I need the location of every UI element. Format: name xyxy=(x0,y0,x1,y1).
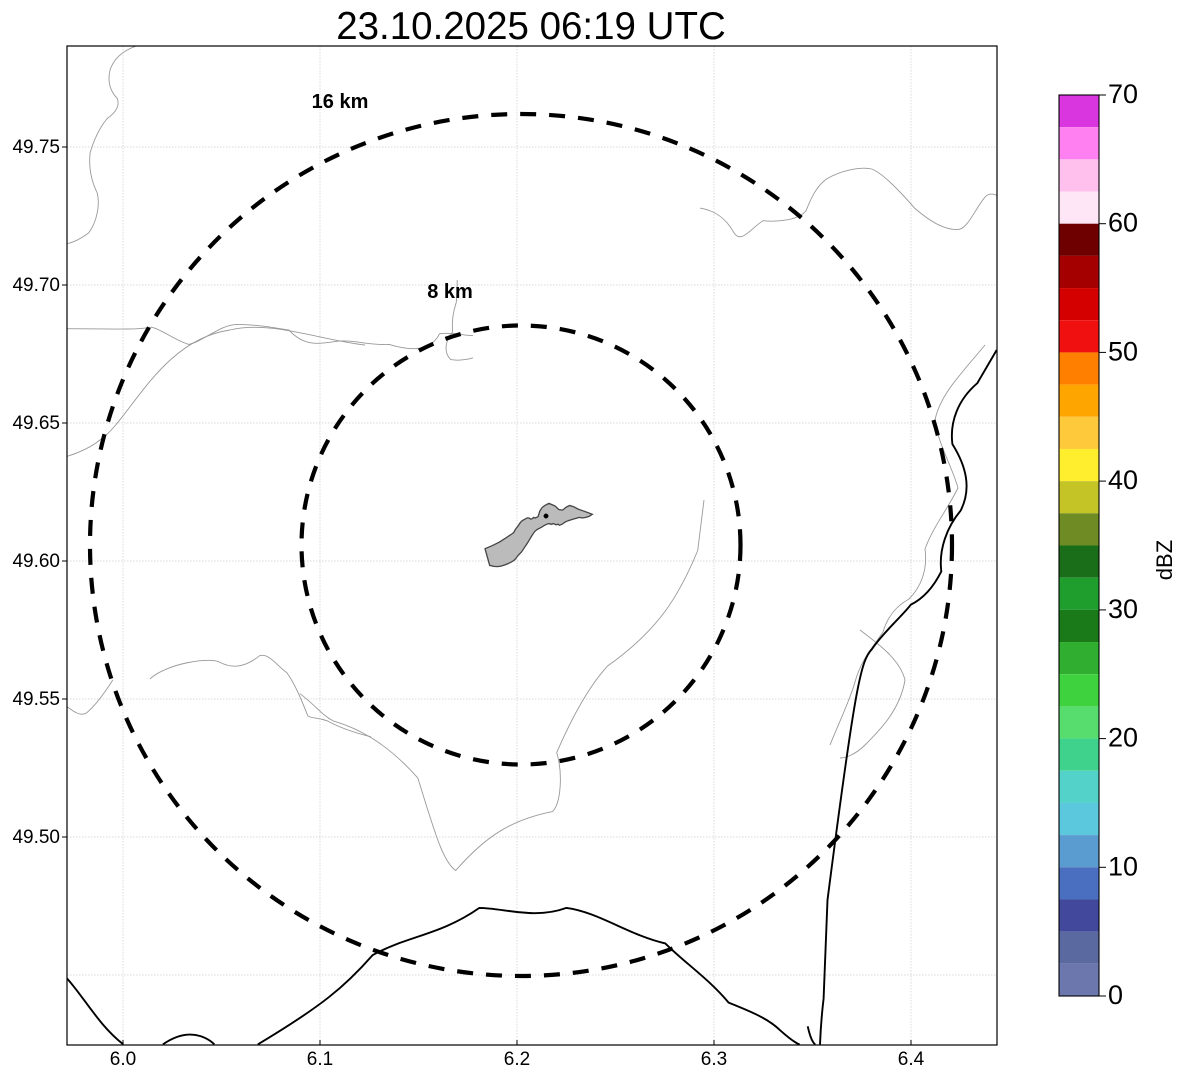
svg-text:40: 40 xyxy=(1108,465,1138,495)
svg-text:20: 20 xyxy=(1108,723,1138,753)
svg-text:16 km: 16 km xyxy=(312,91,369,113)
svg-text:dBZ: dBZ xyxy=(1152,540,1177,580)
svg-text:6.2: 6.2 xyxy=(504,1049,530,1070)
svg-text:49.60: 49.60 xyxy=(12,551,60,572)
svg-text:30: 30 xyxy=(1108,594,1138,624)
svg-text:50: 50 xyxy=(1108,336,1138,366)
svg-text:49.50: 49.50 xyxy=(12,827,60,848)
svg-text:6.0: 6.0 xyxy=(110,1049,136,1070)
svg-text:70: 70 xyxy=(1108,79,1138,109)
svg-text:0: 0 xyxy=(1108,980,1123,1010)
svg-text:49.70: 49.70 xyxy=(12,275,60,296)
svg-text:6.1: 6.1 xyxy=(307,1049,333,1070)
svg-text:49.75: 49.75 xyxy=(12,137,60,158)
svg-text:49.65: 49.65 xyxy=(12,413,60,434)
svg-text:60: 60 xyxy=(1108,208,1138,238)
svg-text:6.3: 6.3 xyxy=(701,1049,727,1070)
svg-text:6.4: 6.4 xyxy=(898,1049,925,1070)
svg-text:23.10.2025 06:19 UTC: 23.10.2025 06:19 UTC xyxy=(336,5,726,48)
svg-text:8 km: 8 km xyxy=(427,281,473,303)
svg-text:10: 10 xyxy=(1108,851,1138,881)
svg-text:49.55: 49.55 xyxy=(12,689,60,710)
